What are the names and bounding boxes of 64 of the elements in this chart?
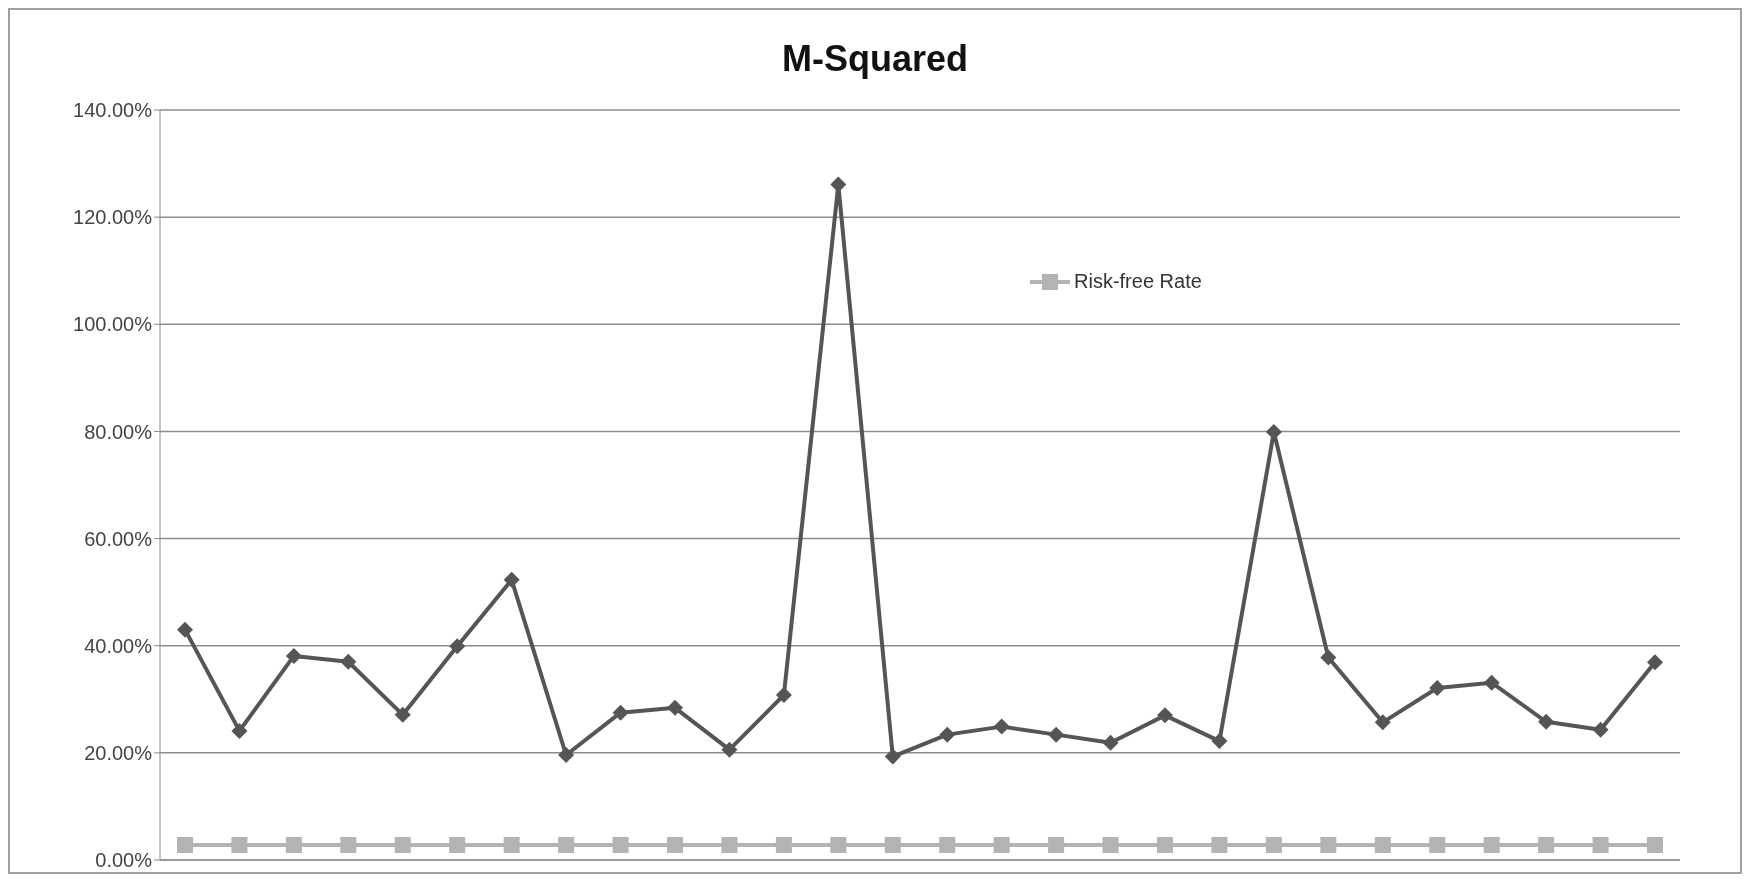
point [394,837,411,853]
point [993,837,1010,853]
point [1102,837,1119,853]
point [939,837,956,853]
point [667,837,683,853]
y-tick-label: 140.00% [73,99,153,122]
point [1483,674,1500,691]
point [884,748,901,765]
point [1211,733,1228,750]
point [884,837,901,853]
point [1320,649,1337,666]
point [177,837,193,853]
y-tick-label: 100.00% [73,313,153,336]
point [1374,837,1391,853]
point [231,722,248,739]
point [993,718,1010,735]
point [1048,726,1065,743]
point [1265,837,1282,853]
point [1592,721,1609,738]
point [1429,680,1446,697]
point [285,647,302,664]
point [1647,837,1663,853]
point [1374,714,1391,731]
point [1048,837,1065,853]
point [394,706,411,723]
legend-label: Risk-free Rate [1074,270,1202,293]
point [721,837,738,853]
y-tick-label: 40.00% [84,634,153,657]
point [775,687,792,703]
point [1483,837,1500,853]
point [830,837,847,853]
point [1647,654,1663,671]
point [1211,837,1228,853]
point [1538,713,1555,730]
point [721,741,738,758]
point [558,747,575,763]
point [1102,734,1119,751]
point [503,571,520,588]
point [177,621,193,638]
y-tick-label: 0.00% [95,849,153,872]
point [612,837,629,853]
point [667,699,683,716]
point [1157,837,1173,853]
point [939,726,956,743]
point [340,653,357,670]
point [503,837,520,853]
y-tick-label: 120.00% [73,206,153,229]
point [558,837,575,853]
point [1429,837,1446,853]
point [775,837,792,853]
point [340,837,357,853]
y-tick-label: 60.00% [84,527,153,550]
point [231,837,248,853]
point [449,638,466,655]
point [1592,837,1609,853]
point [612,704,629,721]
point [285,837,302,853]
point [1320,837,1337,853]
chart-title: M-Squared [781,38,969,80]
point [449,837,466,853]
y-tick-label: 80.00% [84,420,153,443]
y-tick-label: 20.00% [84,741,153,764]
point [1157,707,1173,724]
point [1538,837,1555,853]
